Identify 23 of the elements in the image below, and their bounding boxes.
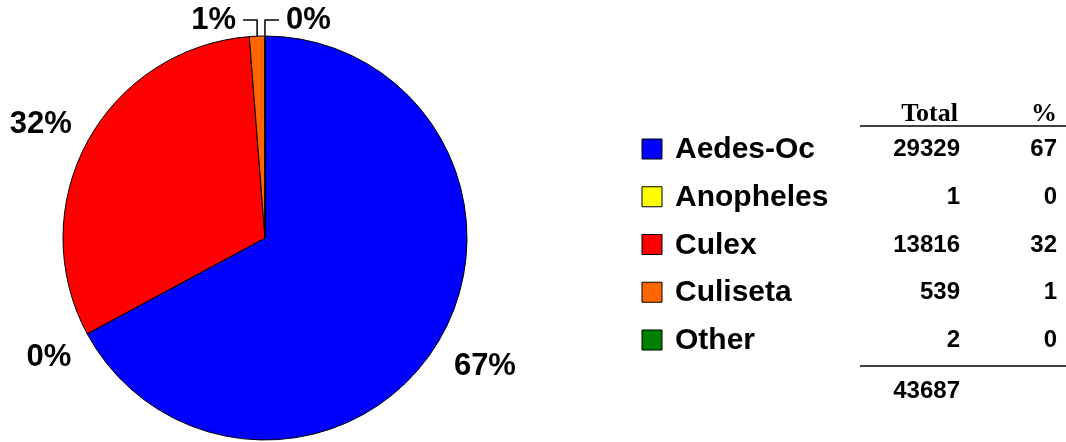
text: Total <box>901 98 958 127</box>
text: 0 <box>1043 325 1057 352</box>
data-label: 29329 <box>893 134 960 161</box>
text: 43687 <box>893 376 960 403</box>
data-label: 13816 <box>893 229 960 257</box>
text: 67% <box>453 346 516 382</box>
text: 0% <box>285 1 331 36</box>
legend-label: Culex <box>675 226 758 260</box>
legend-label: Culiseta <box>675 274 793 308</box>
text: 32 <box>1030 229 1057 257</box>
text: 1 <box>1043 277 1057 305</box>
text: 1% <box>191 1 237 36</box>
data-label: 539 <box>919 277 960 305</box>
text: 0% <box>26 338 72 374</box>
data-label: 2 <box>946 325 960 352</box>
data-label: 1 <box>946 181 960 209</box>
legend-label: Anopheles <box>675 178 829 212</box>
text: 0 <box>1043 181 1057 209</box>
legend-label: Other <box>675 322 756 355</box>
text: % <box>1031 98 1057 127</box>
text: 32% <box>9 104 72 140</box>
legend-label: Aedes-Oc <box>675 131 816 164</box>
text: 67 <box>1030 134 1057 161</box>
